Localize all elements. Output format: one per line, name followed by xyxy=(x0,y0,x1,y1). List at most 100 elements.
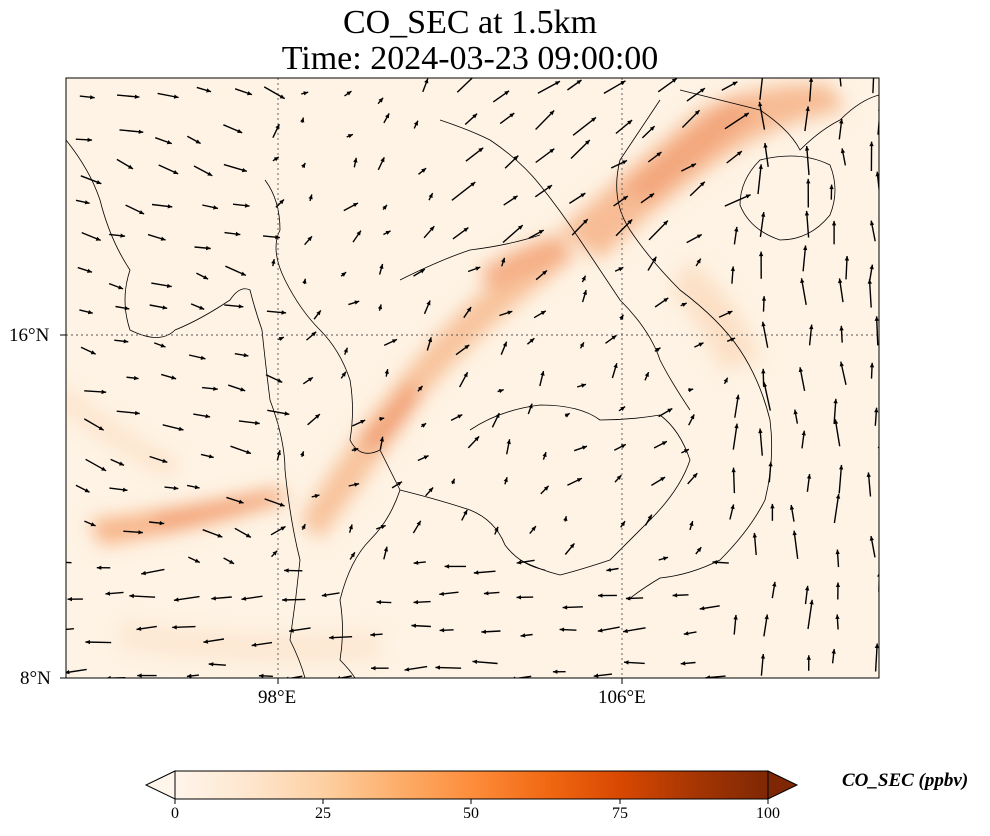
wind-vector-head xyxy=(247,91,252,96)
wind-vector-head xyxy=(624,660,629,665)
wind-vector-head xyxy=(620,80,626,85)
wind-vector-head xyxy=(105,591,111,596)
wind-vector-head xyxy=(835,582,841,587)
wind-vector-head xyxy=(353,447,359,452)
wind-vector-head xyxy=(139,210,145,214)
wind-vector-head xyxy=(760,654,766,659)
wind-vector-head xyxy=(655,347,661,352)
wind-vector-head xyxy=(124,306,130,311)
wind-vector-head xyxy=(246,449,251,454)
wind-vector-head xyxy=(838,278,843,284)
wind-vector-head xyxy=(869,141,874,147)
wind-vector xyxy=(877,114,879,135)
wind-vector-head xyxy=(350,552,355,558)
wind-vector-head xyxy=(67,597,72,602)
wind-vector-head xyxy=(806,655,811,660)
wind-vector xyxy=(887,507,890,532)
wind-vector-head xyxy=(501,257,506,263)
wind-vector xyxy=(875,316,879,346)
wind-vector-head xyxy=(171,375,177,380)
wind-vector-head xyxy=(576,478,582,483)
wind-vector-head xyxy=(275,235,280,240)
wind-vector-head xyxy=(470,182,476,187)
wind-vector-head xyxy=(413,600,419,605)
wind-vector-head xyxy=(277,378,283,383)
wind-vector-head xyxy=(208,454,214,459)
wind-vector-head xyxy=(620,406,626,411)
wind-vector-head xyxy=(789,505,795,510)
wind-vector-head xyxy=(203,639,209,644)
wind-vector-head xyxy=(481,629,486,634)
wind-vector-head xyxy=(761,368,766,374)
wind-vector-head xyxy=(660,477,666,482)
wind-vector-head xyxy=(538,230,544,235)
wind-vector-head xyxy=(199,305,205,310)
wind-vector-head xyxy=(404,667,410,672)
concentration-field xyxy=(66,67,890,678)
wind-vector-head xyxy=(874,643,879,649)
wind-vector-head xyxy=(583,219,588,224)
wind-vector-head xyxy=(316,310,321,316)
wind-vector-head xyxy=(463,372,468,378)
wind-vector-head xyxy=(531,526,536,531)
wind-vector-head xyxy=(435,665,440,670)
wind-vector-head xyxy=(90,350,96,355)
wind-vector-head xyxy=(271,259,276,264)
wind-vector-head xyxy=(874,407,879,413)
wind-vector-head xyxy=(138,530,143,535)
wind-vector-head xyxy=(416,520,421,526)
wind-vector-head xyxy=(273,156,279,162)
wind-vector-head xyxy=(138,129,144,134)
wind-vector-head xyxy=(874,316,879,321)
wind-vector-head xyxy=(805,585,810,591)
wind-vector-head xyxy=(200,355,206,360)
wind-vector-head xyxy=(649,126,655,131)
wind-vector-head xyxy=(229,559,235,564)
wind-vector-head xyxy=(128,164,133,169)
wind-vector xyxy=(456,78,474,93)
wind-vector-head xyxy=(540,371,545,376)
wind-vector-head xyxy=(839,325,844,331)
wind-vector-head xyxy=(208,662,214,667)
wind-vector-head xyxy=(837,67,841,72)
wind-vector-head xyxy=(563,516,568,522)
wind-vector xyxy=(833,493,840,524)
wind-vector-head xyxy=(474,436,480,442)
wind-vector-head xyxy=(84,200,90,205)
wind-vector-head xyxy=(411,623,416,628)
wind-vector-head xyxy=(743,113,749,118)
wind-vector xyxy=(451,181,476,201)
wind-vector-head xyxy=(159,521,165,526)
wind-vector-head xyxy=(279,94,285,99)
wind-vector xyxy=(759,428,763,456)
wind-vector-head xyxy=(278,337,284,341)
wind-vector-head xyxy=(801,430,806,436)
colorbar-extend-max xyxy=(767,770,799,800)
lon-tick-106e: 106°E xyxy=(598,687,646,708)
wind-vector-head xyxy=(141,570,146,576)
wind-vector xyxy=(834,419,841,447)
wind-vector-head xyxy=(730,337,736,342)
wind-vector-head xyxy=(761,71,765,76)
lon-tick-98e: 98°E xyxy=(258,687,297,708)
wind-vector-head xyxy=(258,673,264,678)
wind-vector-head xyxy=(450,478,455,484)
wind-vector-head xyxy=(549,148,555,154)
wind-vector-head xyxy=(472,659,478,664)
wind-vector-head xyxy=(730,266,735,272)
wind-vector-head xyxy=(688,388,694,393)
wind-vector-head xyxy=(346,91,352,96)
wind-vector-head xyxy=(426,300,431,306)
wind-vector-head xyxy=(240,271,246,276)
wind-vector-head xyxy=(385,113,390,119)
wind-vector-head xyxy=(690,414,695,420)
wind-vector-head xyxy=(540,310,546,316)
wind-vector xyxy=(872,78,875,94)
wind-vector-head xyxy=(457,414,463,419)
wind-vector-head xyxy=(244,203,250,208)
wind-vector xyxy=(868,279,872,308)
wind-vector-head xyxy=(282,597,287,602)
wind-vector-head xyxy=(869,220,875,226)
colorbar-tick-25: 25 xyxy=(315,805,331,822)
wind-vector-head xyxy=(122,487,128,492)
